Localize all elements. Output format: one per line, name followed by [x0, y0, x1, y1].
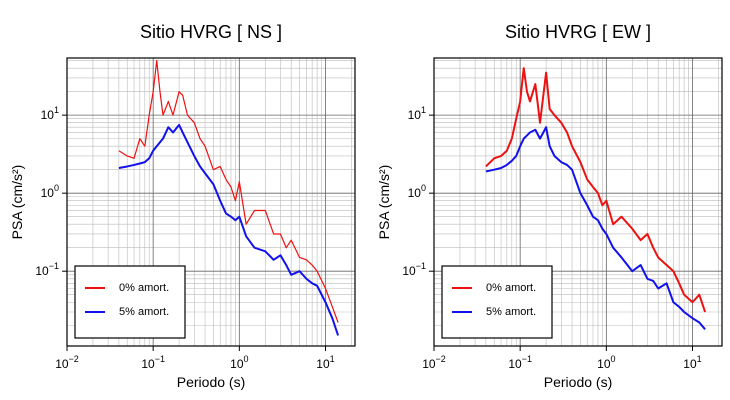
data-line [485, 126, 706, 330]
x-tick-label: 100 [230, 354, 248, 371]
y-tick-label: 100 [408, 183, 426, 200]
plot-frame [433, 57, 723, 347]
y-tick-label: 10−1 [35, 261, 59, 278]
data-line [485, 67, 707, 313]
x-axis-label: Periodo (s) [177, 374, 245, 390]
legend-label: 5% amort. [119, 306, 169, 318]
legend-box [74, 265, 186, 339]
x-tick-label: 10−2 [55, 354, 79, 371]
legend: 0% amort. 5% amort. [441, 265, 553, 339]
chart-title: Sitio HVRG [ EW ] [505, 22, 651, 42]
y-axis-label: PSA (cm/s²) [376, 165, 392, 240]
y-tick-label: 100 [41, 183, 59, 200]
data-line [118, 123, 340, 336]
data-line [118, 60, 339, 323]
x-axis-label: Periodo (s) [544, 374, 612, 390]
legend-label: 0% amort. [119, 282, 169, 294]
y-axis-label: PSA (cm/s²) [9, 165, 25, 240]
x-tick-label: 10−2 [422, 354, 446, 371]
legend: 0% amort. 5% amort. [74, 265, 186, 339]
legend-box [441, 265, 553, 339]
x-tick-label: 10−1 [508, 354, 532, 371]
x-tick-label: 100 [597, 354, 615, 371]
legend-label: 5% amort. [486, 306, 536, 318]
legend-label: 0% amort. [486, 282, 536, 294]
y-tick-label: 101 [408, 105, 426, 122]
y-tick-label: 101 [41, 105, 59, 122]
x-tick-label: 101 [316, 354, 334, 371]
plot-frame [66, 57, 356, 347]
chart-title: Sitio HVRG [ NS ] [140, 22, 282, 42]
y-tick-label: 10−1 [402, 261, 426, 278]
x-tick-label: 10−1 [141, 354, 165, 371]
x-tick-label: 101 [683, 354, 701, 371]
